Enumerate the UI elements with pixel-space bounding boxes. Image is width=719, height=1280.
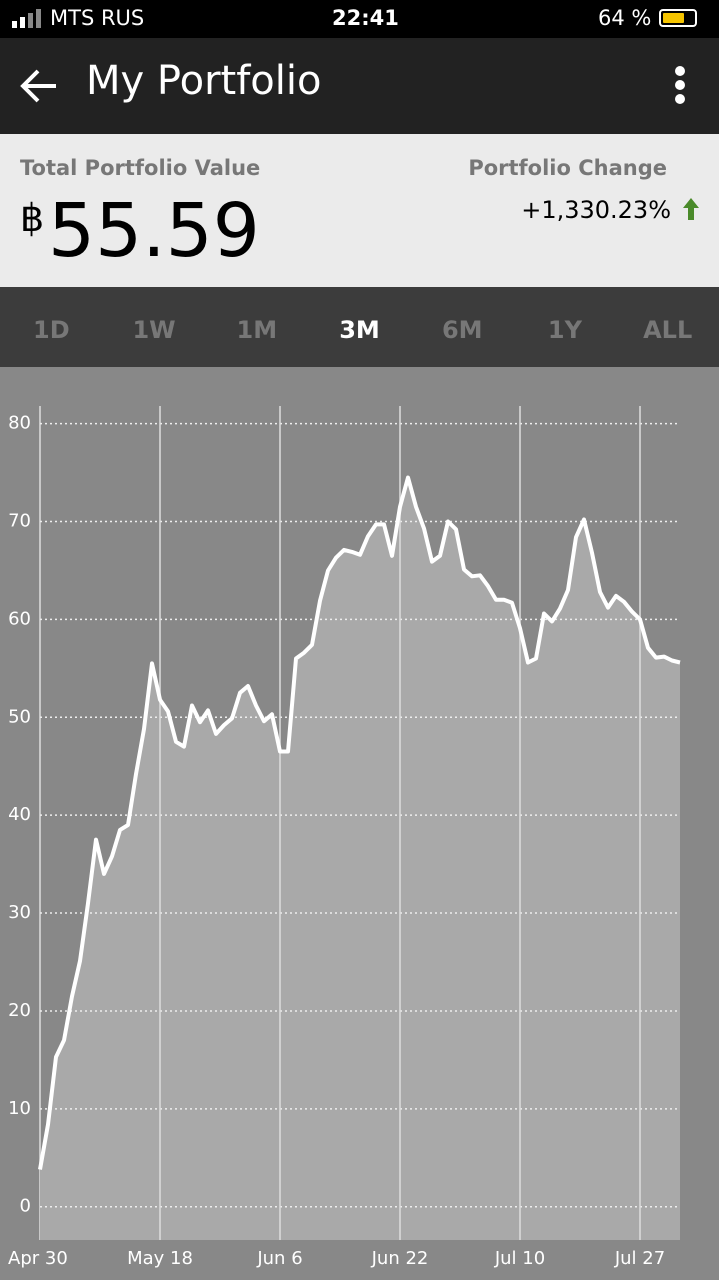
range-tab[interactable]: 6M (441, 316, 483, 344)
y-tick-label: 0 (20, 1196, 31, 1217)
area (40, 477, 680, 1240)
y-tick-label: 50 (8, 706, 31, 727)
page-title: My Portfolio (86, 58, 322, 104)
range-tabs: 1D 1W 1M 3M 6M 1Y ALL (0, 287, 719, 367)
signal-icon (12, 8, 46, 28)
carrier: MTS RUS (50, 6, 145, 30)
currency: ฿ (20, 196, 45, 240)
y-tick-label: 20 (8, 1000, 31, 1021)
x-tick-label: May 18 (127, 1248, 193, 1269)
range-tab[interactable]: 1Y (547, 316, 582, 344)
x-tick-label: Jul 27 (614, 1248, 665, 1269)
summary: Total Portfolio Value ฿ 55.59 Portfolio … (0, 134, 719, 287)
x-tick-label: Jul 10 (494, 1248, 545, 1269)
y-tick-label: 30 (8, 902, 31, 923)
battery-icon (659, 9, 697, 27)
range-tab[interactable]: 1D (33, 316, 70, 344)
portfolio-value: 55.59 (48, 188, 260, 274)
chart: 0 10 20 30 40 50 60 70 80 Apr 30 May 18 Jun 6 Jun 22… (8, 406, 681, 1269)
change-label: Portfolio Change (468, 156, 667, 180)
y-tick-label: 70 (8, 511, 31, 532)
battery-percent: 64 % (598, 6, 652, 30)
value-label: Total Portfolio Value (20, 156, 261, 180)
portfolio-change: +1,330.23% (521, 196, 671, 224)
y-tick-label: 10 (8, 1098, 31, 1119)
back-button[interactable] (18, 66, 60, 106)
x-tick-label: Jun 6 (256, 1248, 302, 1269)
y-tick-label: 80 (8, 413, 31, 434)
range-tab[interactable]: 3M (339, 316, 380, 344)
status-bar: MTS RUS 22:41 64 % (0, 0, 719, 38)
y-tick-label: 60 (8, 608, 31, 629)
clock: 22:41 (332, 6, 399, 30)
range-tab[interactable]: 1W (132, 316, 176, 344)
app-header: My Portfolio (0, 38, 719, 134)
y-tick-label: 40 (8, 804, 31, 825)
x-tick-label: Jun 22 (371, 1248, 429, 1269)
menu-button[interactable] (668, 66, 692, 108)
up-arrow (683, 198, 699, 220)
range-tab[interactable]: ALL (643, 316, 693, 344)
line (38, 475, 681, 1170)
x-tick-label: Apr 30 (8, 1248, 68, 1269)
range-tab[interactable]: 1M (236, 316, 278, 344)
